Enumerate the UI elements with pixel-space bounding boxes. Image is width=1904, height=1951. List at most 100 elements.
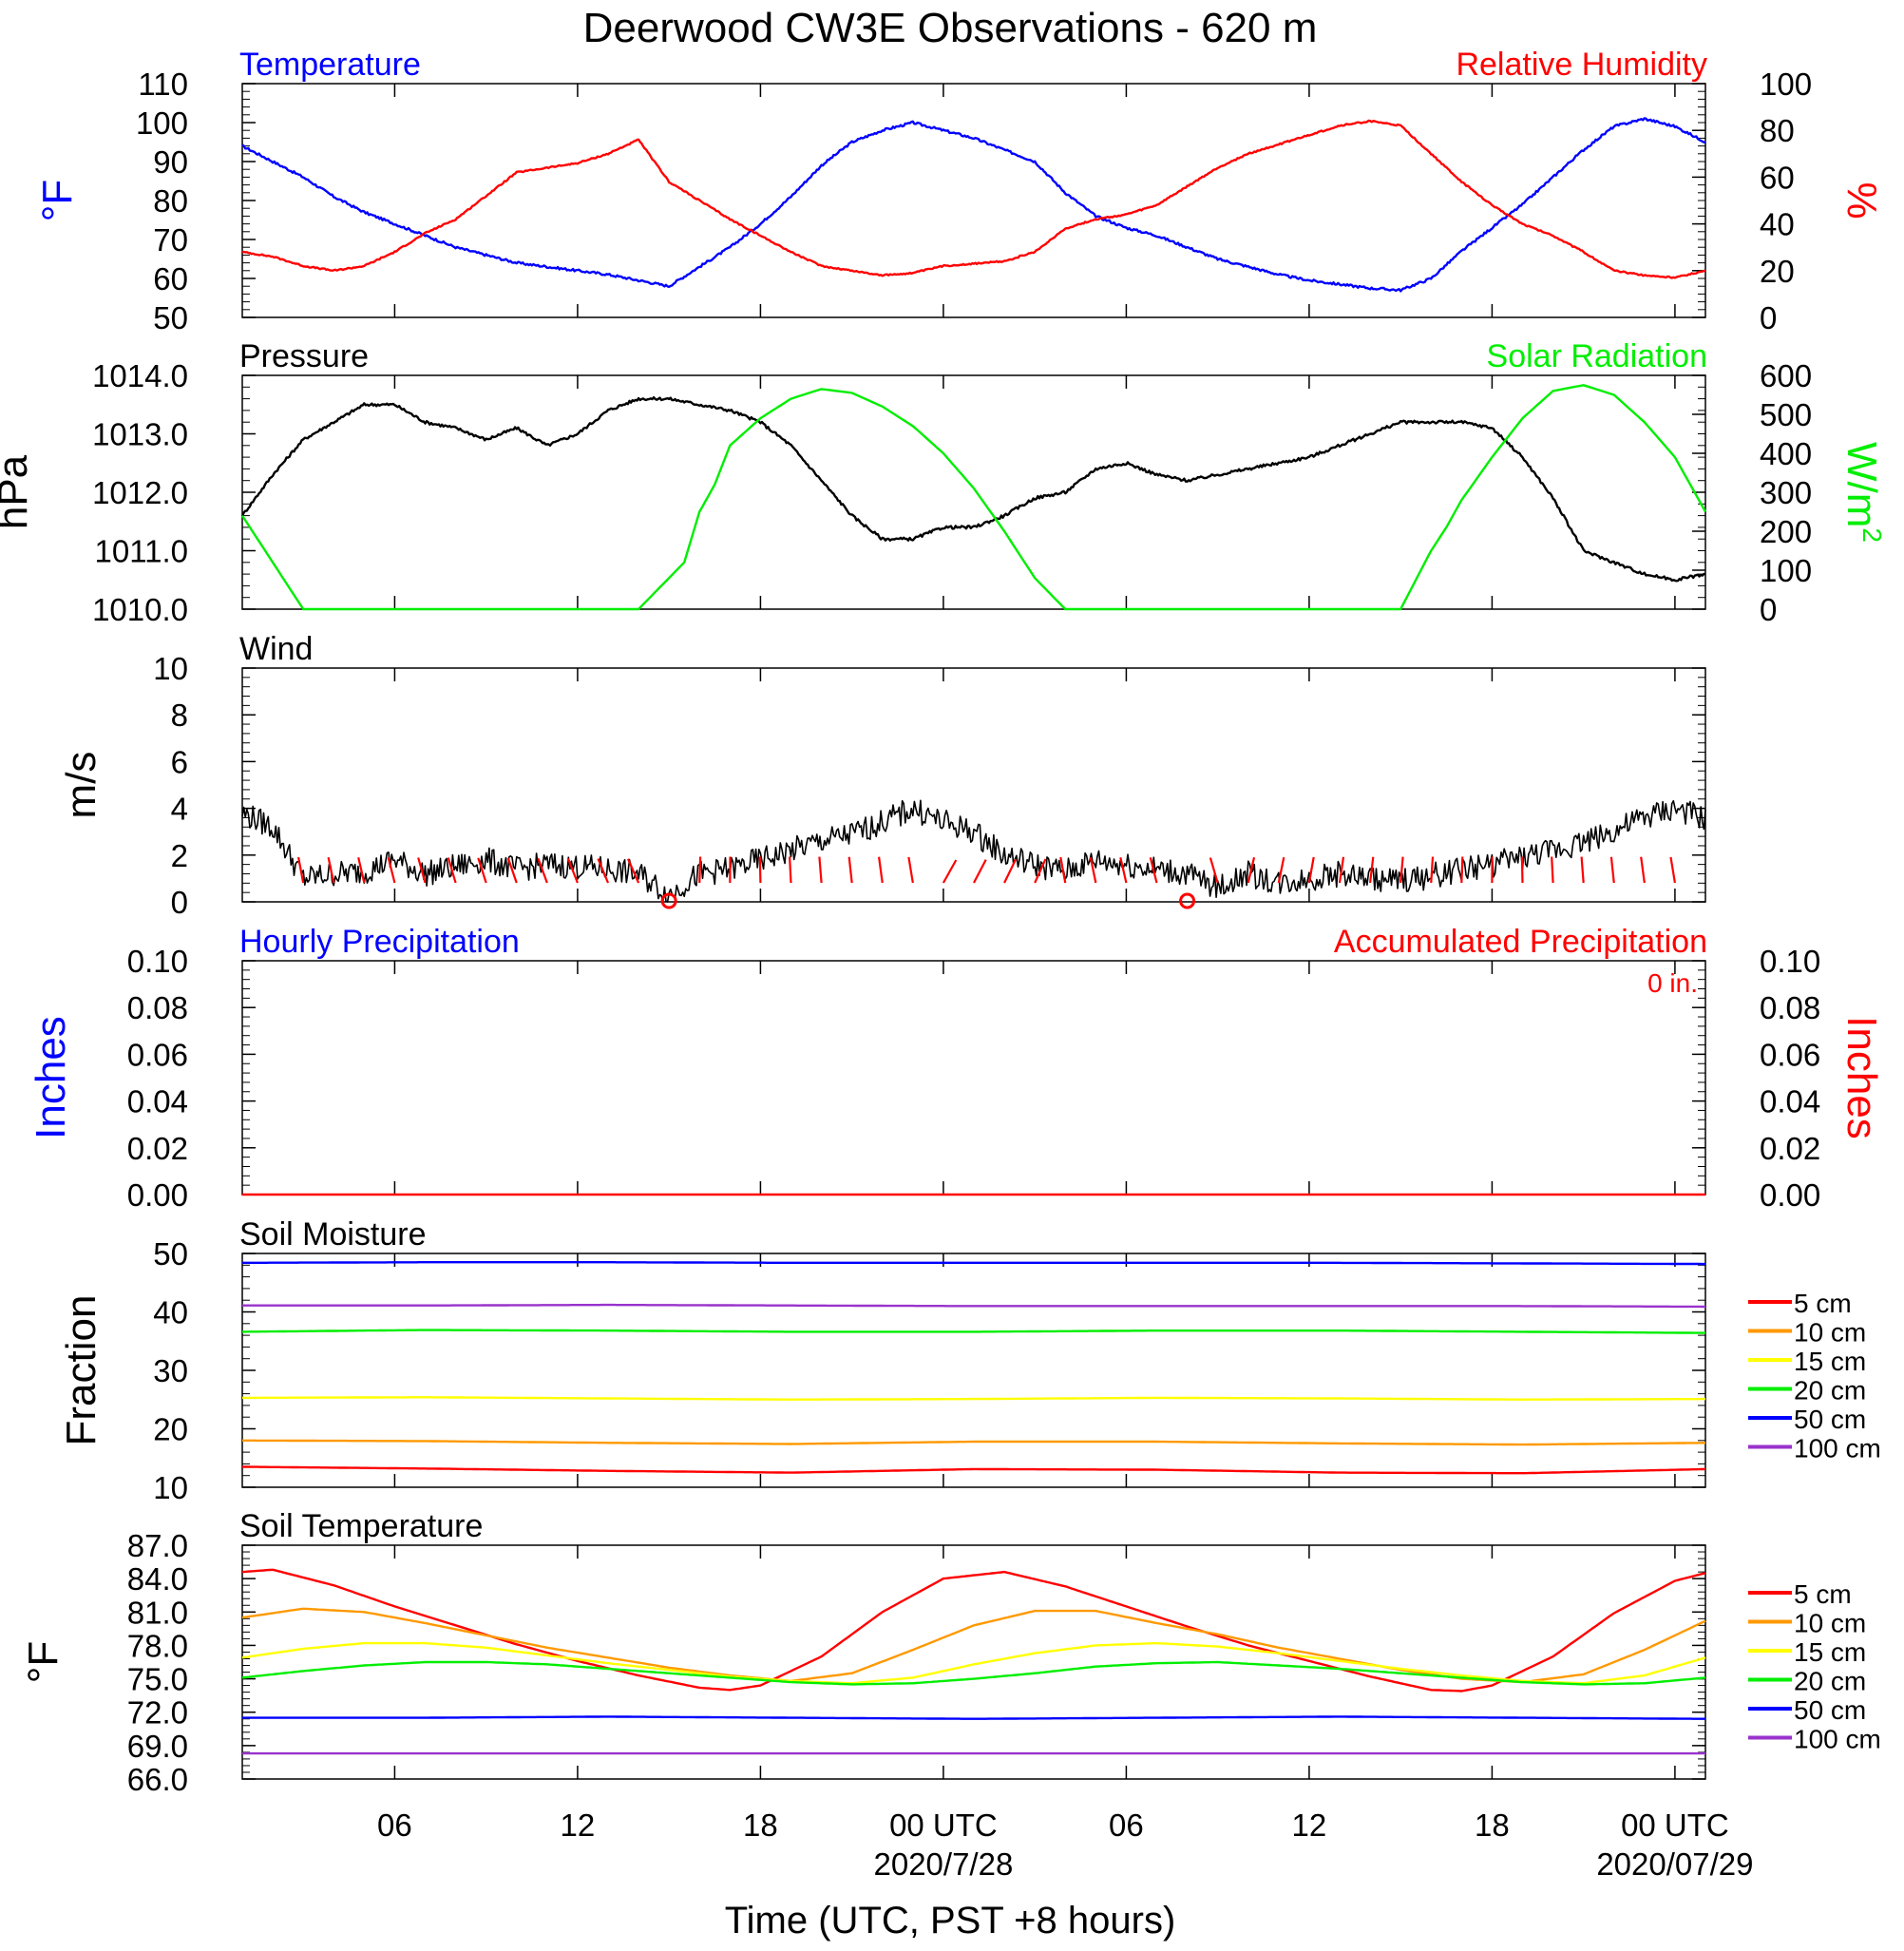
y-tick-label-right: 0	[1760, 592, 1777, 627]
legend-label: 5 cm	[1794, 1289, 1852, 1318]
wind-barb	[1669, 856, 1677, 884]
y-tick-label-left: 0.04	[127, 1084, 188, 1119]
wind-barb	[1520, 856, 1524, 884]
wind-barb	[847, 856, 853, 884]
y-tick-label-right: 80	[1760, 113, 1795, 148]
y-tick-label-right: 0.00	[1760, 1177, 1820, 1213]
series-line-20-cm	[241, 1660, 1706, 1686]
wind-barb	[387, 857, 396, 884]
panel-precip: 0.00 0.02 0.04 0.06 0.08 0.10 0.00 0.02 0.04 0.06…	[28, 924, 1885, 1213]
y-tick-label-left: 1011.0	[95, 534, 188, 569]
y-tick-label-left: 0.00	[127, 1177, 188, 1213]
legend-label: 15 cm	[1794, 1347, 1866, 1376]
y-axis-label-right-text: %	[1838, 182, 1885, 219]
panel-pressure_solar: 1010.0 1011.0 1012.0 1013.0 1014.0 0 100 200 300…	[0, 338, 1887, 627]
y-tick-label-right: 300	[1760, 475, 1812, 510]
wind-barb	[1609, 856, 1615, 884]
y-tick-label-right: 100	[1760, 67, 1812, 102]
y-tick-label-left: 4	[171, 792, 188, 827]
y-tick-label-right: 600	[1760, 358, 1812, 393]
panel-title-right: Solar Radiation	[1487, 338, 1707, 374]
y-tick-label-left: 10	[153, 1470, 188, 1505]
y-axis-label-right-superscript: 2	[1857, 527, 1887, 543]
wind-barb	[417, 857, 427, 884]
legend-label: 100 cm	[1794, 1725, 1881, 1754]
y-tick-label-left: 72.0	[127, 1695, 188, 1731]
y-tick-label-right: 100	[1760, 553, 1812, 588]
series-line-relative-humidity	[241, 119, 1706, 279]
series-line-20-cm	[242, 1329, 1705, 1334]
series-line-15-cm	[242, 1396, 1705, 1402]
wind-barb	[597, 858, 610, 884]
y-tick-label-left: 60	[153, 261, 188, 296]
series-line-50-cm	[242, 1260, 1705, 1266]
y-tick-label-left: 78.0	[127, 1628, 188, 1663]
series-line-50-cm	[242, 1715, 1705, 1720]
wind-barb	[907, 856, 914, 884]
y-tick-label-left: 2	[171, 838, 188, 873]
wind-barb	[1003, 858, 1018, 884]
x-tick-label: 12	[1292, 1808, 1327, 1843]
y-tick-label-left: 6	[171, 744, 188, 779]
wind-barb	[537, 857, 548, 884]
wind-barb-calm	[1179, 892, 1196, 909]
legend-label: 100 cm	[1794, 1434, 1881, 1463]
legend-label: 20 cm	[1794, 1376, 1866, 1406]
y-axis-label-left: m/s	[58, 752, 105, 819]
y-axis-label-right-text: W/m	[1838, 442, 1885, 527]
y-tick-label-right: 500	[1760, 397, 1812, 432]
panel-soil_temp: 66.069.072.075.078.081.084.087.0 Soil Tem…	[20, 1508, 1881, 1797]
panel-title-left: Wind	[239, 631, 313, 667]
legend-label: 10 cm	[1794, 1318, 1866, 1348]
precip-total-annotation: 0 in.	[1647, 968, 1698, 998]
y-tick-label-right: 40	[1760, 207, 1795, 242]
wind-barb	[477, 857, 487, 884]
panel-wind: 0 2 4 6 8 10 Wind m/s	[58, 631, 1706, 920]
x-tick-date-label: 2020/7/28	[874, 1846, 1014, 1882]
wind-barb-calm	[660, 892, 677, 909]
y-tick-label-left: 84.0	[127, 1561, 188, 1597]
wind-barb	[1399, 856, 1404, 884]
wind-barb	[1307, 856, 1315, 884]
y-tick-label-left: 87.0	[127, 1528, 188, 1563]
wind-barb	[1034, 858, 1047, 884]
legend-label: 5 cm	[1794, 1579, 1852, 1609]
series-line-100-cm	[242, 1303, 1705, 1309]
y-tick-label-left: 66.0	[127, 1762, 188, 1797]
wind-barb	[1580, 856, 1585, 884]
series-line-15-cm	[241, 1641, 1706, 1685]
plot-frame	[241, 1253, 1706, 1488]
wind-barb	[297, 856, 305, 884]
y-tick-label-left: 50	[153, 1236, 188, 1272]
wind-barb	[1209, 857, 1219, 884]
wind-barb	[447, 857, 457, 884]
y-axis-label-right: Inches	[1838, 1016, 1885, 1139]
plot-frame	[241, 374, 1706, 610]
series-line-5-cm	[242, 1465, 1706, 1475]
panel-title-right: Accumulated Precipitation	[1334, 924, 1707, 960]
legend-label: 10 cm	[1794, 1609, 1866, 1638]
wind-barb	[878, 856, 884, 884]
plot-frame	[241, 667, 1706, 903]
x-tick-label: 00 UTC	[1621, 1808, 1729, 1843]
x-tick-label: 06	[377, 1808, 412, 1843]
y-axis-label-right: %	[1838, 182, 1885, 219]
y-tick-label-right: 200	[1760, 514, 1812, 549]
y-tick-label-left: 20	[153, 1412, 188, 1447]
y-tick-label-left: 8	[171, 698, 188, 733]
x-tick-label: 12	[561, 1808, 596, 1843]
series-line-10-cm	[242, 1439, 1705, 1446]
wind-barb	[506, 857, 518, 884]
y-axis-label-left: °F	[20, 1641, 67, 1683]
y-axis-label-right-text: Inches	[1838, 1016, 1885, 1139]
y-axis-label-left: Fraction	[58, 1295, 105, 1446]
y-tick-label-right: 0.08	[1760, 990, 1820, 1025]
y-tick-label-right: 0.06	[1760, 1037, 1820, 1072]
wind-barb	[1149, 857, 1158, 884]
wind-barb	[942, 859, 958, 884]
wind-barb	[1247, 856, 1256, 884]
y-tick-label-right: 0.04	[1760, 1084, 1820, 1119]
y-tick-label-left: 0.02	[127, 1131, 188, 1166]
y-axis-label-left: °F	[34, 180, 81, 221]
